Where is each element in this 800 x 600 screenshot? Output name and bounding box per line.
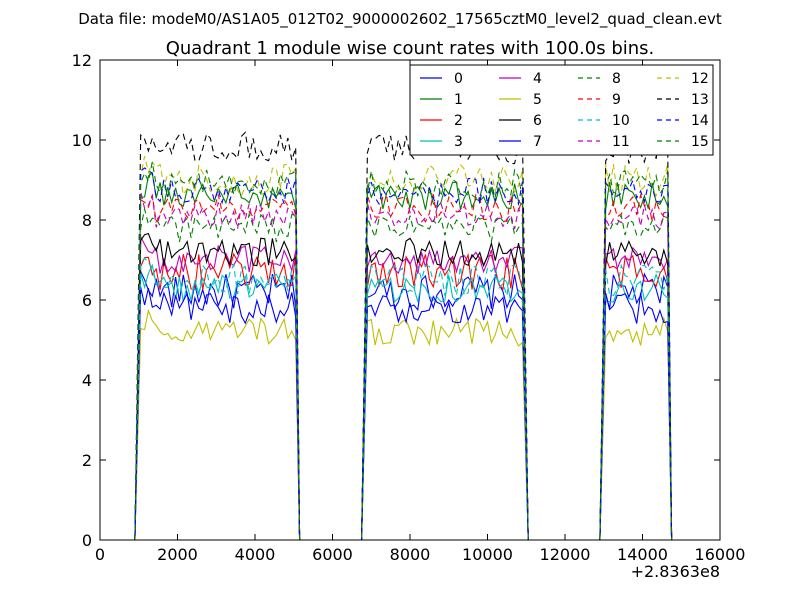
- series-line-15: [134, 162, 673, 540]
- legend-label-2: 2: [454, 113, 463, 129]
- legend-label-5: 5: [533, 92, 542, 108]
- series-line-8: [134, 208, 673, 540]
- legend-label-8: 8: [612, 71, 621, 87]
- x-tick-label: 12000: [540, 545, 591, 564]
- axes-ticks: 0 2000 4000 6000 8000 10000 12000 14000 16000 0 2 4…: [72, 51, 746, 564]
- x-tick-label: 8000: [390, 545, 431, 564]
- x-tick-label: 4000: [235, 545, 276, 564]
- legend-label-9: 9: [612, 92, 621, 108]
- x-offset-label: +2.8363e8: [631, 562, 720, 581]
- data-file-suptitle: Data file: modeM0/AS1A05_012T02_90000026…: [78, 10, 722, 29]
- legend-label-13: 13: [691, 92, 709, 108]
- x-tick-label: 14000: [617, 545, 668, 564]
- legend-label-3: 3: [454, 134, 463, 150]
- legend-label-1: 1: [454, 92, 463, 108]
- legend-label-12: 12: [691, 71, 709, 87]
- y-tick-label: 6: [82, 291, 92, 310]
- x-tick-label: 6000: [312, 545, 353, 564]
- legend-label-4: 4: [533, 71, 542, 87]
- legend-label-11: 11: [612, 134, 630, 150]
- x-tick-label: 10000: [462, 545, 513, 564]
- x-tick-label: 0: [95, 545, 105, 564]
- y-tick-label: 12: [72, 51, 92, 70]
- y-tick-label: 0: [82, 531, 92, 550]
- legend-label-6: 6: [533, 113, 542, 129]
- legend-label-14: 14: [691, 113, 709, 129]
- x-tick-label: 2000: [157, 545, 198, 564]
- series-line-10: [134, 257, 673, 540]
- legend-box: [409, 64, 714, 156]
- y-tick-label: 2: [82, 451, 92, 470]
- y-tick-label: 8: [82, 211, 92, 230]
- series-line-12: [134, 155, 673, 540]
- series-layer: [134, 131, 673, 540]
- chart-title: Quadrant 1 module wise count rates with …: [166, 38, 655, 59]
- legend-label-7: 7: [533, 134, 542, 150]
- x-tick-label: 16000: [695, 545, 746, 564]
- y-tick-label: 4: [82, 371, 92, 390]
- legend-label-0: 0: [454, 71, 463, 87]
- legend-label-10: 10: [612, 113, 630, 129]
- legend-label-15: 15: [691, 134, 709, 150]
- series-line-5: [134, 308, 673, 540]
- series-line-14: [134, 167, 673, 540]
- y-tick-label: 10: [72, 131, 92, 150]
